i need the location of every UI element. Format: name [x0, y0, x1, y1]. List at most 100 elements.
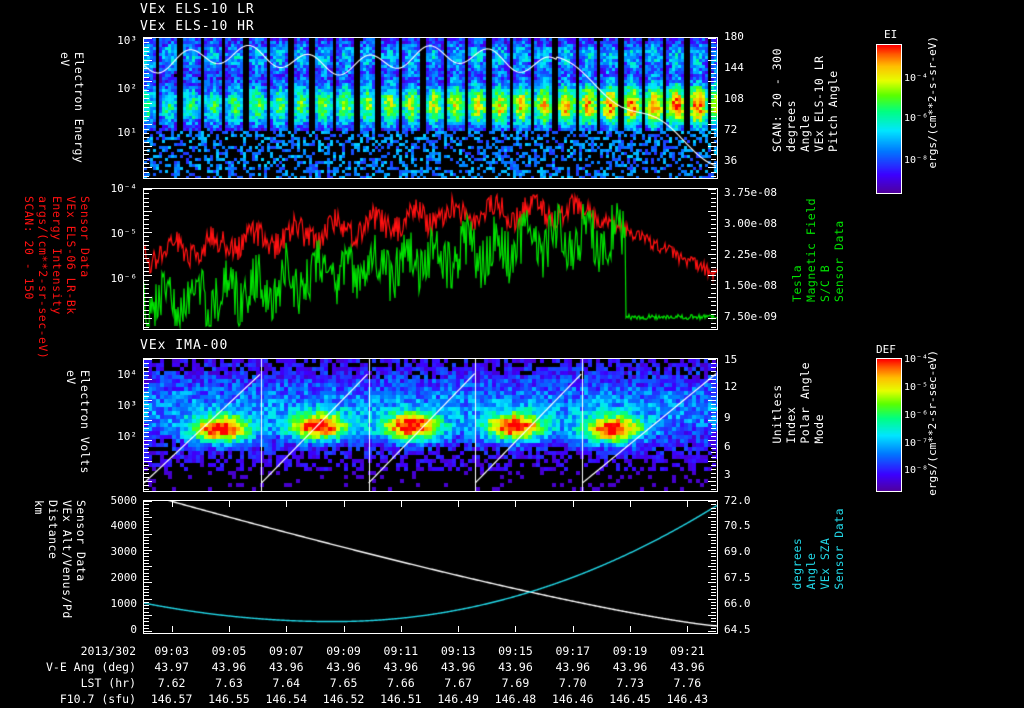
minor-tick-right: [711, 241, 716, 242]
minor-tick-right: [708, 517, 716, 518]
minor-tick-right: [711, 579, 716, 580]
panel3-spectrogram[interactable]: [143, 358, 718, 492]
minor-tick-right: [711, 371, 716, 372]
minor-tick-left: [144, 228, 149, 229]
minor-tick-right: [711, 375, 716, 376]
minor-tick-right: [711, 465, 716, 466]
minor-tick-left: [144, 81, 152, 82]
minor-tick-right: [711, 452, 716, 453]
minor-tick-left: [144, 586, 149, 587]
minor-tick-right: [711, 504, 716, 505]
panel1-left-axis-units: eV: [58, 52, 72, 67]
panel1-right-tick-3: 72: [724, 123, 738, 136]
minor-tick-right: [711, 327, 716, 328]
minor-tick-right: [711, 142, 716, 143]
minor-tick-left: [144, 124, 152, 125]
panel1-colorbar-tick-1: 10⁻⁶: [904, 113, 929, 124]
minor-tick-right: [711, 284, 716, 285]
panel1-right-label-4: degrees: [784, 99, 798, 152]
bottom-cell-r0-c2: 09:07: [268, 644, 304, 658]
minor-tick-left: [144, 530, 149, 531]
minor-tick-left: [144, 504, 149, 505]
minor-tick-left: [144, 297, 152, 298]
panel4-left-tick-2: 3000: [110, 545, 138, 558]
panel3-left-tick-1: 10³: [117, 399, 137, 412]
minor-tick-right: [711, 628, 716, 629]
panel4-left-axis-label: Sensor Data VEx Alt/Venus/Pd Distance km: [32, 500, 88, 619]
panel2-left-label-4: args/(cm**2-sr-sec-eV): [36, 196, 50, 360]
minor-tick-left: [144, 116, 149, 117]
minor-tick-left: [144, 457, 149, 458]
minor-tick-left: [144, 90, 149, 91]
minor-tick-right: [711, 408, 716, 409]
panel2-lineplot[interactable]: [143, 188, 718, 330]
minor-tick-right: [708, 81, 716, 82]
minor-tick-right: [711, 107, 716, 108]
minor-tick-left: [144, 550, 152, 551]
minor-tick-right: [708, 232, 716, 233]
minor-tick-right: [711, 605, 716, 606]
bottom-cell-r2-c8: 7.73: [616, 676, 644, 690]
x-tick-8: [630, 626, 631, 632]
x-tick-9: [687, 626, 688, 632]
panel1-left-tick-2: 10¹: [117, 126, 137, 139]
bottom-cell-r3-c9: 146.43: [666, 692, 709, 706]
minor-tick-right: [711, 586, 716, 587]
minor-tick-right: [711, 193, 716, 194]
x-tick-7: [573, 626, 574, 632]
minor-tick-left: [144, 133, 149, 134]
minor-tick-right: [711, 159, 716, 160]
minor-tick-left: [144, 436, 149, 437]
x-tick-top-8: [630, 501, 631, 507]
panel1-spectrogram[interactable]: [143, 37, 718, 179]
minor-tick-right: [708, 318, 716, 319]
minor-tick-left: [144, 55, 149, 56]
minor-tick-right: [711, 98, 716, 99]
minor-tick-right: [711, 245, 716, 246]
minor-tick-right: [711, 540, 716, 541]
minor-tick-left: [144, 310, 149, 311]
minor-tick-left: [144, 288, 149, 289]
bottom-cell-r1-c8: 43.96: [612, 660, 648, 674]
minor-tick-left: [144, 628, 149, 629]
panel3-title: VEx IMA-00: [140, 338, 229, 353]
panel2-left-tick-2: 10⁻⁶: [110, 272, 138, 285]
minor-tick-right: [711, 457, 716, 458]
panel4-lineplot[interactable]: [143, 500, 718, 634]
panel3-left-tick-0: 10⁴: [117, 368, 137, 381]
minor-tick-left: [144, 383, 149, 384]
minor-tick-right: [711, 521, 716, 522]
bottom-cell-r1-c2: 43.96: [268, 660, 304, 674]
x-tick-top-9: [687, 501, 688, 507]
minor-tick-right: [711, 293, 716, 294]
minor-tick-left: [144, 142, 149, 143]
bottom-cell-r2-c9: 7.76: [673, 676, 702, 690]
x-tick-top-5: [458, 501, 459, 507]
minor-tick-right: [708, 534, 716, 535]
minor-tick-right: [711, 310, 716, 311]
panel3-right-axis-label: Mode Polar Angle Index Unitless: [770, 362, 826, 444]
minor-tick-left: [144, 236, 149, 237]
minor-tick-left: [144, 589, 149, 590]
panel1-right-label-3: Angle: [798, 114, 812, 152]
bottom-cell-r0-c0: 09:03: [154, 644, 189, 658]
panel3-right-tick-2: 9: [724, 411, 731, 424]
minor-tick-left: [144, 371, 149, 372]
minor-tick-left: [144, 615, 152, 616]
minor-tick-right: [708, 124, 716, 125]
minor-tick-right: [711, 301, 716, 302]
minor-tick-right: [711, 262, 716, 263]
x-tick-4: [401, 626, 402, 632]
minor-tick-right: [711, 85, 716, 86]
minor-tick-right: [711, 508, 716, 509]
panel2-left-label-1: Sensor Data: [78, 196, 92, 278]
minor-tick-left: [144, 511, 149, 512]
panel2-left-label-5: SCAN: 20 - 150: [22, 196, 36, 300]
minor-tick-right: [708, 420, 716, 421]
panel4-left-tick-0: 5000: [110, 494, 138, 507]
panel4-right-tick-1: 70.5: [724, 519, 751, 532]
bottom-row-label-2: LST (hr): [80, 676, 136, 690]
minor-tick-right: [711, 595, 716, 596]
minor-tick-right: [708, 60, 716, 61]
panel2-left-axis-label: Sensor Data VEx ELS-06 LR-Bk Energy Inte…: [22, 196, 92, 359]
